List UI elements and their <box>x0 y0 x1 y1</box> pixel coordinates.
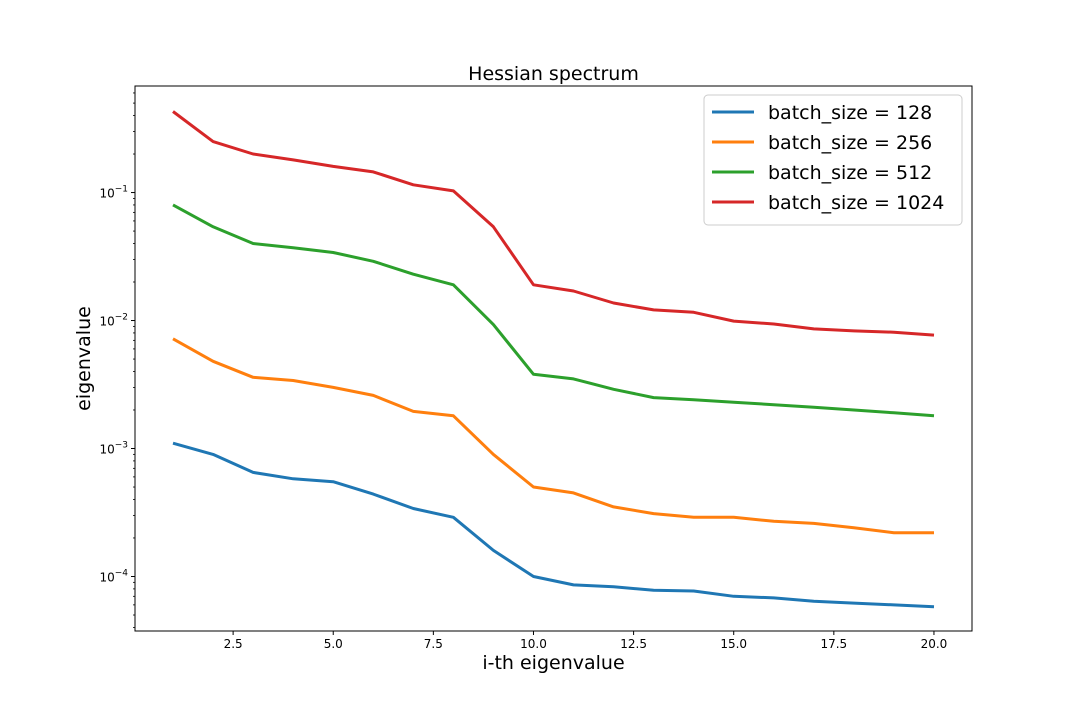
legend-box <box>703 94 963 226</box>
y-axis-title: eigenvalue <box>73 306 95 411</box>
legend-label: batch_size = 128 <box>768 102 932 124</box>
legend-label: batch_size = 512 <box>768 162 932 184</box>
y-tick-label: 10−1 <box>99 185 128 201</box>
y-tick-label: 10−3 <box>99 441 128 457</box>
series-line-3 <box>172 203 935 418</box>
x-tick-label: 5.0 <box>324 637 343 651</box>
series-layer <box>172 110 935 609</box>
x-tick-label: 7.5 <box>424 637 443 651</box>
legend-label: batch_size = 256 <box>768 132 932 154</box>
y-tick-label: 10−2 <box>99 313 128 329</box>
series-line-2 <box>172 337 934 535</box>
x-tick-label: 15.0 <box>720 637 747 651</box>
legend: batch_size = 128 batch_size = 256 batch_si… <box>703 94 963 226</box>
x-tick-label: 2.5 <box>224 637 243 651</box>
series-line-1 <box>172 441 935 609</box>
plot-area <box>134 85 973 632</box>
legend-label: batch_size = 1024 <box>768 192 944 214</box>
y-tick-label: 10−4 <box>99 568 128 584</box>
plot-frame <box>134 85 973 632</box>
x-tick-label: 17.5 <box>820 637 847 651</box>
x-axis-title: i-th eigenvalue <box>482 652 624 674</box>
x-tick-label: 12.5 <box>620 637 647 651</box>
x-tick-label: 20.0 <box>921 637 948 651</box>
x-tick-label: 10.0 <box>520 637 547 651</box>
x-axis: 2.5 5.0 7.5 10.0 12.5 15.0 17.5 20.0 <box>224 631 948 651</box>
chart-title: Hessian spectrum <box>468 63 639 85</box>
series-line-4 <box>172 110 935 337</box>
y-axis: 10−4 10−3 10−2 10−1 <box>99 92 135 628</box>
